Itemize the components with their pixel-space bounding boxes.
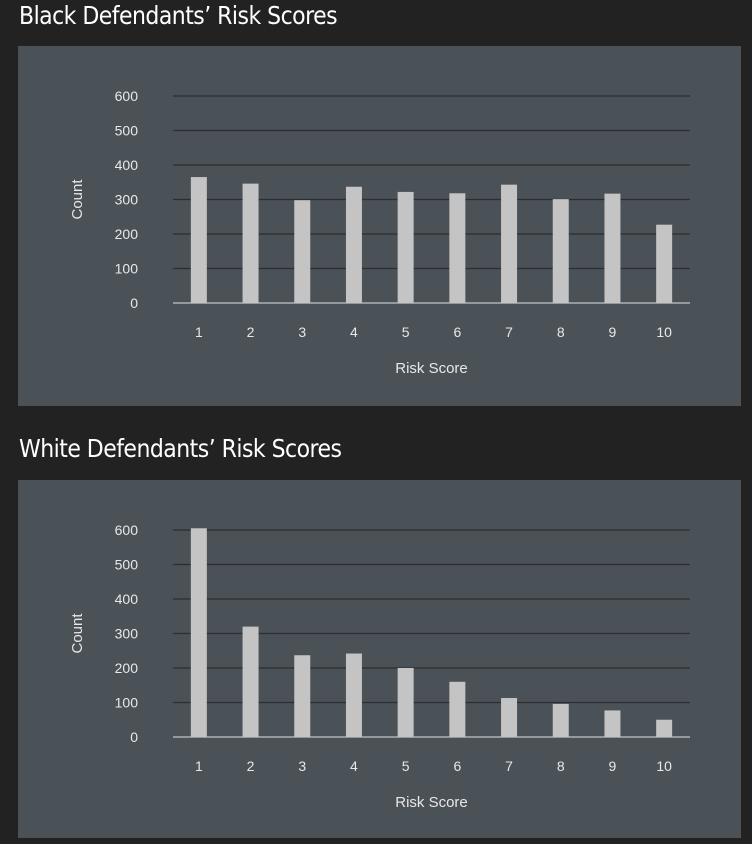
y-tick-label: 200 bbox=[115, 226, 139, 242]
bar-5 bbox=[397, 668, 414, 737]
bar-7 bbox=[501, 184, 518, 303]
x-tick-label: 2 bbox=[247, 324, 255, 340]
y-tick-label: 100 bbox=[115, 695, 139, 711]
x-axis-label: Risk Score bbox=[395, 794, 468, 811]
bar-5 bbox=[397, 191, 414, 303]
x-tick-label: 4 bbox=[350, 324, 358, 340]
x-tick-label: 10 bbox=[656, 758, 672, 774]
x-tick-label: 4 bbox=[350, 758, 358, 774]
x-tick-label: 3 bbox=[298, 758, 306, 774]
chart-panel-black: 0 100 200 300 400 500 600 1 2 3 4 5 6 7 8 9 10 Risk Score… bbox=[18, 46, 741, 406]
x-tick-label: 1 bbox=[195, 324, 203, 340]
x-tick-label: 5 bbox=[402, 324, 410, 340]
x-axis-label: Risk Score bbox=[395, 360, 468, 377]
chart-title-black: Black Defendants’ Risk Scores bbox=[19, 1, 338, 30]
bar-1 bbox=[190, 177, 207, 303]
y-axis-label: Count bbox=[69, 179, 86, 220]
y-tick-label: 400 bbox=[115, 591, 139, 607]
x-tick-label: 8 bbox=[557, 758, 565, 774]
chart-panel-white: 0 100 200 300 400 500 600 1 2 3 4 5 6 7 8 9 10 Risk Score… bbox=[18, 480, 741, 838]
bar-6 bbox=[449, 681, 466, 737]
x-tick-label: 9 bbox=[609, 758, 617, 774]
bar-7 bbox=[501, 698, 518, 737]
bar-4 bbox=[345, 186, 362, 303]
y-tick-label: 600 bbox=[115, 522, 139, 538]
y-tick-label: 600 bbox=[115, 88, 139, 104]
bar-10 bbox=[656, 719, 673, 737]
bar-2 bbox=[242, 626, 259, 737]
y-tick-label: 500 bbox=[115, 557, 139, 573]
y-tick-label: 0 bbox=[130, 729, 138, 745]
y-tick-label: 400 bbox=[115, 157, 139, 173]
x-tick-label: 6 bbox=[453, 758, 461, 774]
x-tick-label: 1 bbox=[195, 758, 203, 774]
x-tick-label: 6 bbox=[453, 324, 461, 340]
bar-3 bbox=[294, 655, 311, 737]
x-tick-label: 8 bbox=[557, 324, 565, 340]
x-tick-label: 10 bbox=[656, 324, 672, 340]
y-axis-label: Count bbox=[69, 613, 86, 654]
y-tick-label: 300 bbox=[115, 192, 139, 208]
bar-1 bbox=[190, 528, 207, 737]
y-tick-label: 500 bbox=[115, 123, 139, 139]
bar-8 bbox=[552, 199, 569, 303]
bar-3 bbox=[294, 200, 311, 303]
bar-chart-black: 0 100 200 300 400 500 600 1 2 3 4 5 6 7 8 9 10 Risk Score… bbox=[69, 88, 690, 377]
chart-title-white: White Defendants’ Risk Scores bbox=[19, 434, 342, 463]
y-tick-label: 200 bbox=[115, 660, 139, 676]
y-tick-label: 300 bbox=[115, 626, 139, 642]
y-tick-label: 100 bbox=[115, 261, 139, 277]
x-tick-label: 9 bbox=[609, 324, 617, 340]
bar-4 bbox=[345, 653, 362, 737]
x-tick-label: 2 bbox=[247, 758, 255, 774]
bar-9 bbox=[604, 710, 621, 737]
bar-9 bbox=[604, 193, 621, 303]
x-tick-label: 3 bbox=[298, 324, 306, 340]
x-tick-label: 7 bbox=[505, 758, 513, 774]
x-tick-label: 7 bbox=[505, 324, 513, 340]
bar-10 bbox=[656, 224, 673, 303]
bar-6 bbox=[449, 193, 466, 303]
bar-chart-white: 0 100 200 300 400 500 600 1 2 3 4 5 6 7 8 9 10 Risk Score… bbox=[69, 522, 690, 811]
x-tick-label: 5 bbox=[402, 758, 410, 774]
y-tick-label: 0 bbox=[130, 295, 138, 311]
bar-8 bbox=[552, 703, 569, 737]
bar-2 bbox=[242, 183, 259, 303]
